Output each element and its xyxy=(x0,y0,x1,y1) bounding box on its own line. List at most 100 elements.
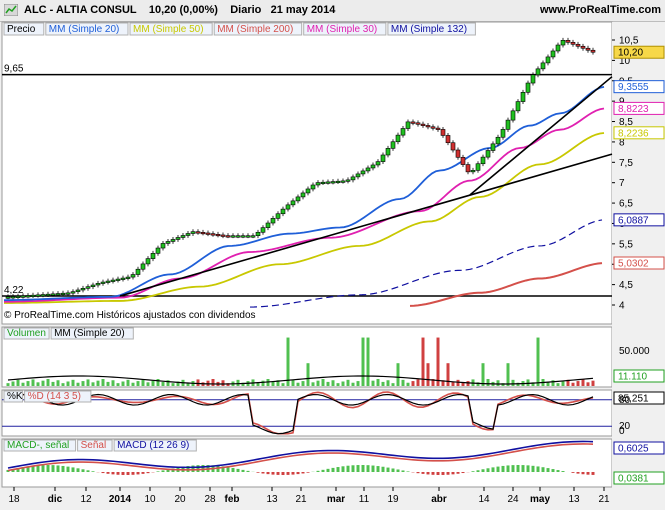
candle-body xyxy=(445,135,451,144)
x-tick-label: 19 xyxy=(387,494,399,505)
candle xyxy=(560,37,566,48)
volume-bar xyxy=(551,380,555,386)
stoch-legend-item: %D (14 3 5) xyxy=(28,391,81,402)
candle xyxy=(485,148,491,160)
volume-bar xyxy=(456,379,460,386)
volume-bar xyxy=(436,337,440,386)
macd-hist-bar xyxy=(241,469,245,472)
y-tick-label: 8 xyxy=(619,137,625,148)
volume-bar xyxy=(531,382,535,386)
candle xyxy=(320,179,326,185)
macd-hist-bar xyxy=(561,471,565,472)
macd-hist-bar xyxy=(46,465,50,472)
candle xyxy=(345,177,351,184)
macd-hist-bar xyxy=(556,470,560,472)
upper-level-line-label: 9,65 xyxy=(4,64,24,75)
candle-body xyxy=(20,295,26,298)
candle-body xyxy=(160,243,166,249)
candle xyxy=(10,294,16,300)
site-link[interactable]: www.ProRealTime.com xyxy=(539,4,661,16)
volume-bar xyxy=(321,379,325,386)
stoch-tick-80: 80 xyxy=(619,395,631,406)
candle xyxy=(195,229,201,235)
macd-hist-bar xyxy=(101,472,105,474)
macd-hist-bar xyxy=(591,472,595,475)
macd-hist-bar xyxy=(536,466,540,472)
macd-hist-bar xyxy=(6,470,10,472)
price-badge xyxy=(613,213,665,227)
volume-bar xyxy=(396,363,400,386)
candle-body xyxy=(540,62,546,70)
macd-legend-item: MACD-, señal xyxy=(7,440,69,451)
volume-bar xyxy=(211,379,215,386)
volume-bar xyxy=(526,379,530,386)
menu-icon[interactable] xyxy=(4,4,18,16)
volume-bar xyxy=(341,381,345,386)
candle xyxy=(260,225,266,235)
macd-hist-bar xyxy=(146,472,150,474)
candle xyxy=(255,229,261,239)
candle xyxy=(245,233,251,239)
volume-bar xyxy=(21,382,25,386)
macd-hist-bar xyxy=(546,468,550,472)
volume-bar xyxy=(556,383,560,386)
volume-bar xyxy=(286,337,290,386)
macd-hist-bar xyxy=(136,472,140,475)
macd-badge-top xyxy=(613,441,665,455)
candle-body xyxy=(150,253,156,259)
volume-bar xyxy=(31,379,35,386)
volume-bar xyxy=(111,380,115,386)
candle xyxy=(515,99,521,114)
volume-bar xyxy=(61,383,65,386)
candle xyxy=(400,126,406,138)
candle-body xyxy=(230,235,236,238)
candle xyxy=(435,125,441,132)
candle xyxy=(125,274,131,281)
macd-hist-bar xyxy=(256,472,260,473)
macd-hist-bar xyxy=(166,469,170,472)
candle xyxy=(430,124,436,131)
macd-hist-bar xyxy=(506,465,510,472)
symbol-name: ALC - ALTIA CONSUL xyxy=(24,4,137,16)
volume-ma-line xyxy=(7,375,594,385)
candle-body xyxy=(280,208,286,215)
candle-body xyxy=(85,286,91,289)
candle-body xyxy=(45,293,51,296)
candle xyxy=(80,285,86,293)
candle-body xyxy=(235,235,241,238)
candle xyxy=(300,190,306,200)
candle-body xyxy=(435,127,441,130)
candle-body xyxy=(375,161,381,166)
volume-bar xyxy=(566,379,570,386)
candle xyxy=(30,292,36,298)
candle xyxy=(225,233,231,239)
candle xyxy=(130,272,136,280)
volume-bar xyxy=(26,381,30,386)
price-badge xyxy=(613,101,665,115)
macd-hist-bar xyxy=(121,472,125,475)
candle-body xyxy=(185,233,191,236)
candle-body xyxy=(545,56,551,64)
candle xyxy=(310,182,316,192)
volume-bar xyxy=(151,380,155,386)
candle xyxy=(50,291,56,297)
macd-hist-bar xyxy=(161,470,165,472)
macd-legend-item: Señal xyxy=(81,440,107,451)
candle-body xyxy=(470,170,476,173)
macd-hist-bar xyxy=(76,468,80,472)
x-tick-label: may xyxy=(530,494,550,505)
candle xyxy=(440,126,446,138)
candle xyxy=(525,80,531,95)
candle-body xyxy=(580,45,586,49)
candle-body xyxy=(590,49,596,53)
volume-bar xyxy=(131,382,135,386)
candle xyxy=(355,171,361,180)
macd-hist-bar xyxy=(156,471,160,472)
candle xyxy=(550,48,556,60)
candle xyxy=(375,159,381,168)
volume-bar xyxy=(486,379,490,386)
volume-bar xyxy=(416,379,420,386)
volume-bar xyxy=(261,380,265,386)
volume-bar xyxy=(221,380,225,386)
x-tick-label: 20 xyxy=(174,494,186,505)
